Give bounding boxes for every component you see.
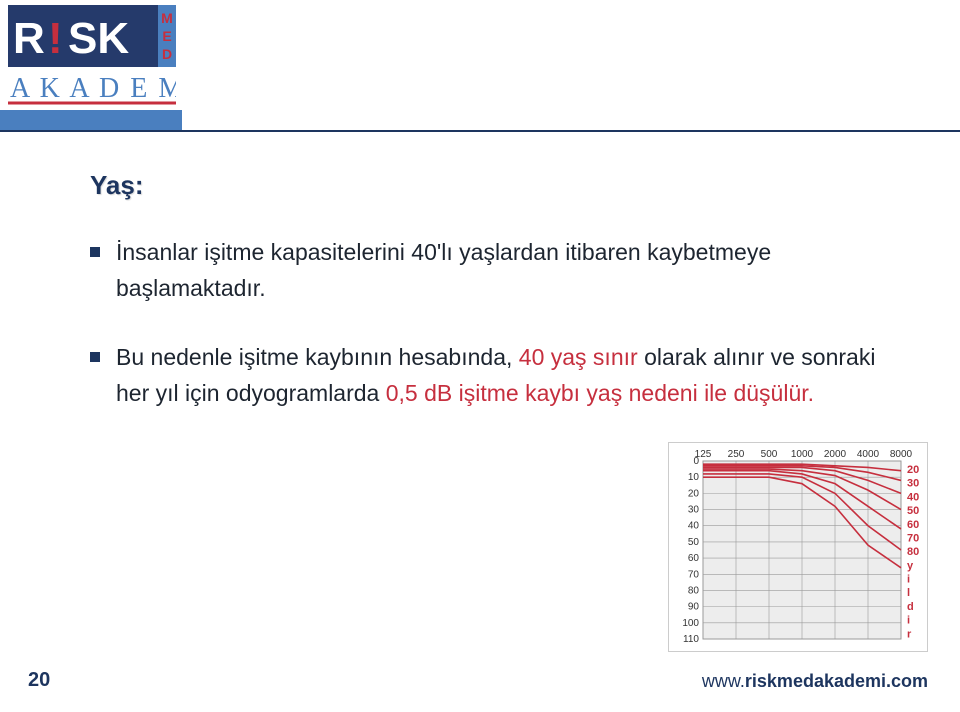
svg-text:60: 60 (688, 553, 700, 564)
svg-text:50: 50 (907, 505, 919, 517)
audiogram-chart: 1252505001000200040008000010203040506070… (668, 442, 928, 652)
svg-text:r: r (907, 628, 912, 640)
svg-text:SK: SK (68, 14, 129, 63)
svg-text:30: 30 (907, 478, 919, 490)
risk-akademi-logo: R ! SK M E D A K A D E M İ (8, 5, 176, 105)
svg-text:70: 70 (907, 532, 919, 544)
page-number: 20 (28, 669, 50, 692)
svg-text:20: 20 (907, 464, 919, 476)
svg-text:4000: 4000 (857, 449, 880, 460)
svg-text:100: 100 (682, 618, 699, 629)
svg-text:60: 60 (907, 519, 919, 531)
svg-text:A K A D E M İ: A K A D E M İ (10, 73, 176, 104)
svg-text:70: 70 (688, 569, 700, 580)
svg-text:2000: 2000 (824, 449, 847, 460)
svg-text:30: 30 (688, 505, 700, 516)
svg-text:i: i (907, 615, 910, 627)
highlight-text: 40 yaş sınır (519, 344, 644, 370)
footer-www: www. (702, 671, 745, 691)
svg-text:0: 0 (693, 456, 699, 467)
header-divider (0, 130, 960, 132)
header-accent-bar (0, 110, 182, 130)
svg-text:!: ! (48, 14, 63, 63)
svg-text:10: 10 (688, 472, 700, 483)
highlight-text: 0,5 dB işitme kaybı yaş nedeni ile düşül… (386, 380, 814, 406)
svg-text:M: M (161, 10, 173, 26)
body-text: İnsanlar işitme kapasitelerini 40'lı yaş… (116, 239, 771, 301)
svg-text:40: 40 (688, 521, 700, 532)
svg-text:E: E (162, 28, 171, 44)
svg-text:50: 50 (688, 537, 700, 548)
svg-text:80: 80 (907, 546, 919, 558)
svg-text:l: l (907, 587, 910, 599)
bullet-list: İnsanlar işitme kapasitelerini 40'lı yaş… (90, 235, 880, 412)
bullet-item: Bu nedenle işitme kaybının hesabında, 40… (90, 340, 880, 411)
svg-text:y: y (907, 560, 914, 572)
svg-text:d: d (907, 601, 914, 613)
svg-text:R: R (13, 14, 45, 63)
slide-title: Yaş: (90, 170, 880, 201)
svg-text:250: 250 (728, 449, 745, 460)
logo-area: R ! SK M E D A K A D E M İ (0, 0, 182, 110)
bullet-item: İnsanlar işitme kapasitelerini 40'lı yaş… (90, 235, 880, 306)
svg-text:20: 20 (688, 488, 700, 499)
footer-domain: riskmedakademi.com (745, 671, 928, 691)
svg-text:i: i (907, 574, 910, 586)
svg-text:80: 80 (688, 585, 700, 596)
svg-text:90: 90 (688, 602, 700, 613)
svg-text:500: 500 (761, 449, 778, 460)
svg-text:110: 110 (683, 634, 699, 645)
svg-text:8000: 8000 (890, 449, 913, 460)
svg-text:1000: 1000 (791, 449, 814, 460)
body-text: Bu nedenle işitme kaybının hesabında, (116, 344, 519, 370)
svg-text:D: D (162, 46, 172, 62)
slide-content: Yaş: İnsanlar işitme kapasitelerini 40'l… (90, 170, 880, 446)
footer-url: www.riskmedakademi.com (702, 671, 928, 692)
svg-text:40: 40 (907, 491, 919, 503)
